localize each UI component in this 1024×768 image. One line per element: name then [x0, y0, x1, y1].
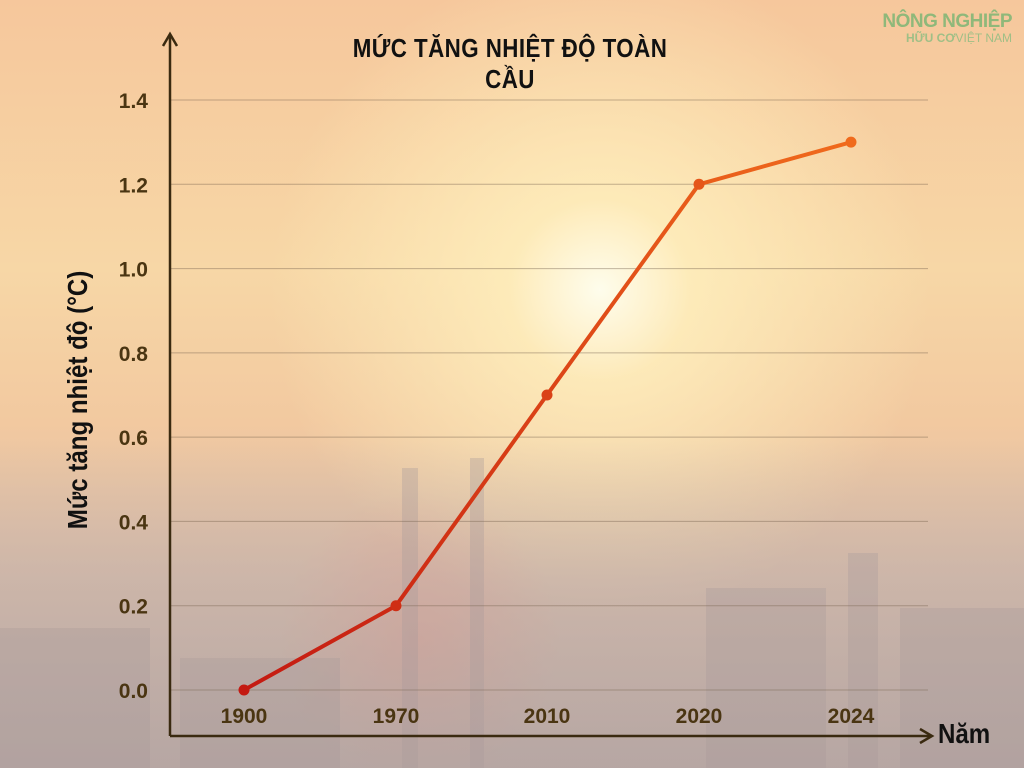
- y-tick-label: 0.0: [119, 680, 148, 703]
- data-point: [693, 178, 705, 190]
- y-tick-label: 0.2: [119, 596, 148, 619]
- y-tick-label: 1.0: [119, 259, 148, 282]
- x-tick-label: 1970: [373, 705, 420, 728]
- y-tick-label: 1.2: [119, 174, 148, 197]
- x-tick-label: 2020: [676, 705, 723, 728]
- ticks-layer: 0.0 0.2 0.4 0.6 0.8 1.0 1.2 1.4 1900 1970 2010 2020…: [119, 90, 875, 728]
- data-point: [541, 389, 553, 401]
- x-axis-arrow: [919, 727, 935, 745]
- series-layer: [238, 136, 857, 696]
- data-point: [390, 600, 402, 612]
- logo-line2: HỮU CƠVIỆT NAM: [882, 32, 1012, 44]
- logo-line2b: VIỆT NAM: [955, 31, 1012, 45]
- x-tick-label: 2010: [524, 705, 571, 728]
- logo-line2a: HỮU CƠ: [906, 31, 956, 45]
- chart-title: MỨC TĂNG NHIỆT ĐỘ TOÀN CẦU: [352, 33, 668, 94]
- axes-layer: [161, 31, 935, 745]
- data-point: [238, 684, 250, 696]
- y-axis-arrow: [161, 31, 179, 47]
- y-axis-label: Mức tăng nhiệt độ (°C): [62, 270, 93, 530]
- grid-layer: [170, 99, 928, 691]
- x-tick-label: 1900: [221, 705, 268, 728]
- x-tick-label: 2024: [828, 705, 875, 728]
- y-tick-label: 1.4: [119, 90, 149, 113]
- x-axis-label: Năm: [938, 718, 991, 749]
- y-tick-label: 0.6: [119, 427, 148, 450]
- series-line: [242, 140, 853, 692]
- y-tick-label: 0.8: [119, 343, 149, 366]
- y-tick-label: 0.4: [119, 511, 149, 534]
- brand-logo: NÔNG NGHIỆP HỮU CƠVIỆT NAM: [882, 12, 1012, 44]
- data-point: [845, 136, 857, 148]
- logo-line1: NÔNG NGHIỆP: [882, 11, 1012, 32]
